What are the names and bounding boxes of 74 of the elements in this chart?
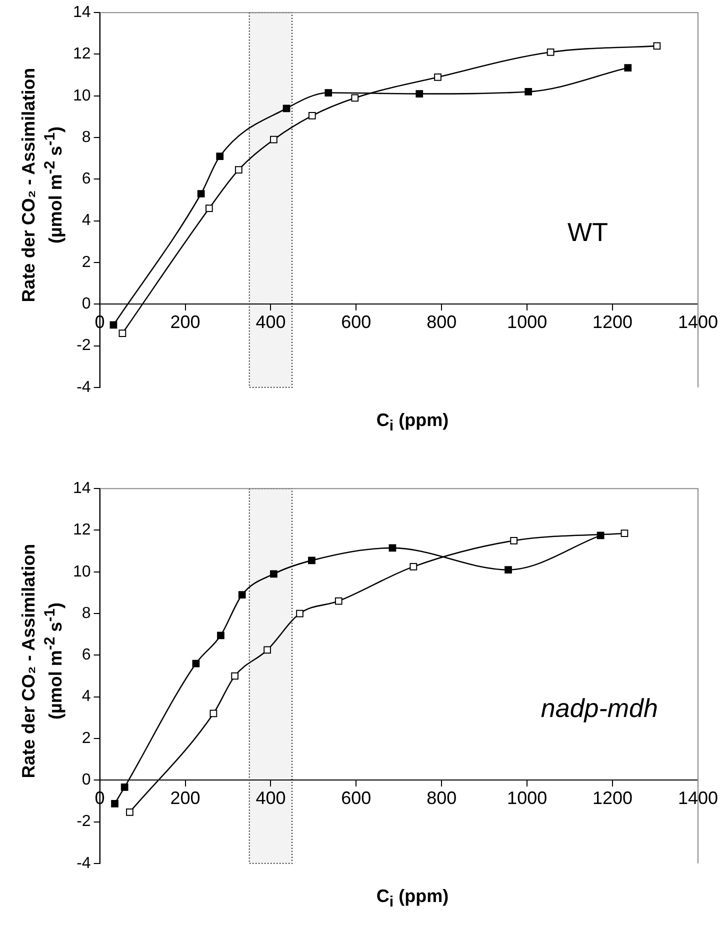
x-tick-label: 600 [341, 312, 372, 332]
point [111, 800, 118, 808]
point [264, 646, 271, 654]
point [624, 64, 632, 72]
x-tick-label: 1200 [592, 312, 633, 332]
x-tick-label: 400 [256, 788, 286, 808]
point [416, 90, 424, 98]
point [504, 566, 512, 574]
point [410, 563, 418, 570]
y-tick-label: 0 [82, 772, 91, 789]
y-tick-label: 0 [82, 296, 91, 313]
y-tick-label: 8 [82, 128, 91, 146]
point [120, 784, 128, 791]
y-tick-label: 2 [82, 730, 91, 747]
point [118, 330, 126, 337]
point [388, 544, 396, 552]
y-tick-label: 10 [73, 87, 91, 104]
y-tick-label: 4 [82, 688, 91, 706]
x-tick-label: 1200 [592, 788, 633, 808]
point [524, 88, 532, 96]
x-tick-label: 200 [170, 788, 200, 808]
point [296, 610, 304, 618]
point [231, 672, 238, 680]
point [192, 660, 200, 668]
x-tick-label: 1400 [678, 788, 718, 808]
point [238, 591, 246, 598]
x-tick-label: 600 [341, 788, 372, 808]
y-tick-label: 8 [82, 604, 91, 622]
point [270, 570, 278, 578]
x-axis-title: C$_{i}$ (ppm) [375, 410, 450, 435]
x-tick-label: 1000 [507, 312, 548, 332]
y-tick-label: 14 [73, 4, 91, 22]
point [308, 556, 316, 564]
x-tick-label: 800 [426, 312, 457, 332]
x-tick-label: 1400 [678, 312, 718, 332]
point [217, 632, 224, 640]
y-tick-label: -4 [76, 854, 91, 872]
y-tick-label: 14 [73, 480, 91, 498]
x-tick-label: 1000 [507, 788, 548, 808]
point [324, 89, 332, 96]
y-tick-label: -2 [76, 813, 91, 830]
y-tick-label: 6 [82, 646, 91, 664]
y-tick-label: 2 [82, 254, 91, 271]
annotation: WT [568, 216, 608, 247]
point [351, 94, 359, 102]
point [308, 112, 316, 120]
point [434, 73, 442, 81]
point [270, 136, 278, 144]
point [234, 166, 242, 174]
point [596, 532, 604, 540]
point [653, 42, 661, 50]
point [334, 597, 342, 605]
point [210, 710, 218, 718]
point [126, 808, 134, 816]
point [110, 321, 118, 329]
point [546, 48, 554, 56]
x-tick-label: 400 [256, 312, 286, 332]
point [197, 190, 205, 198]
y-tick-label: 10 [73, 563, 91, 580]
point [216, 152, 224, 160]
y-tick-label: -2 [76, 337, 91, 354]
annotation: nadp-mdh [540, 692, 658, 723]
point [510, 536, 518, 544]
x-axis-title: C$_{i}$ (ppm) [375, 886, 450, 911]
point [205, 204, 213, 212]
x-tick-label: 200 [170, 312, 200, 332]
y-tick-label: 6 [82, 170, 91, 188]
point [282, 104, 290, 112]
x-tick-label: 800 [426, 788, 457, 808]
y-tick-label: 4 [82, 212, 91, 230]
y-tick-label: 12 [73, 522, 91, 539]
point [620, 530, 628, 538]
y-tick-label: -4 [76, 378, 91, 396]
y-tick-label: 12 [73, 46, 91, 63]
